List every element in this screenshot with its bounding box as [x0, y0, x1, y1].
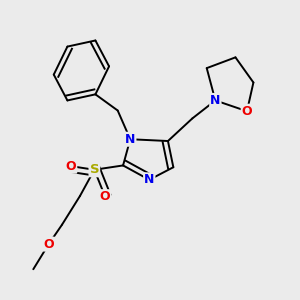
Text: O: O: [66, 160, 76, 173]
Text: O: O: [44, 238, 54, 250]
Text: N: N: [144, 173, 154, 186]
Text: O: O: [242, 105, 252, 118]
Text: O: O: [100, 190, 110, 203]
Text: S: S: [89, 163, 99, 176]
Text: N: N: [125, 133, 135, 146]
Text: N: N: [210, 94, 220, 107]
